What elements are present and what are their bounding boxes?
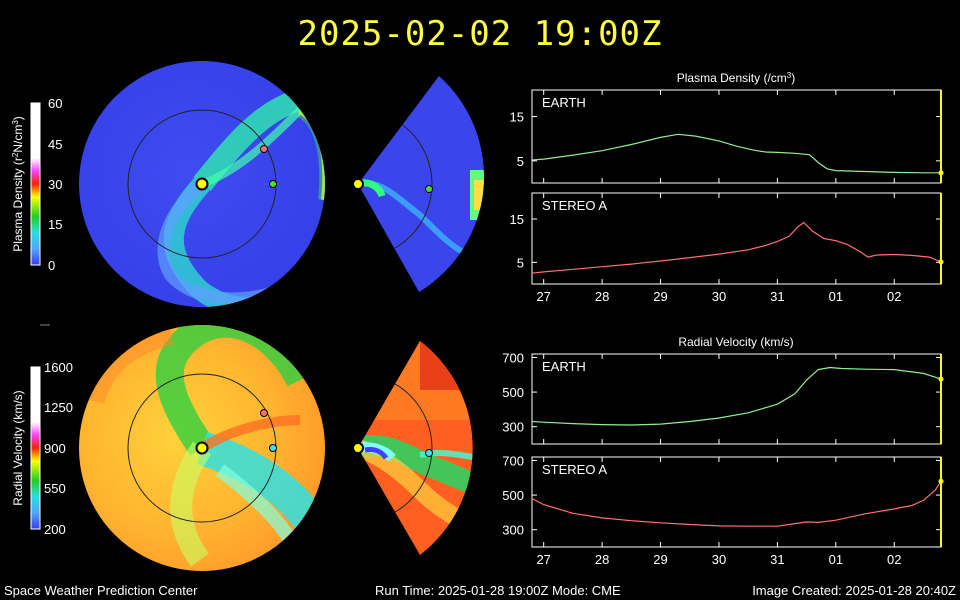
velocity-earth-series-line	[531, 366, 942, 426]
footer-image-created: Image Created: 2025-01-28 20:40Z	[752, 583, 956, 598]
sun-marker-side	[352, 442, 364, 454]
density-stereo-a-xtick-label: 27	[536, 289, 550, 304]
velocity-earth-ytick-label: 500	[502, 385, 524, 400]
density-stereo-a-xtick-label: 28	[595, 289, 609, 304]
velocity-tick-200: 200	[44, 522, 66, 537]
sun-marker	[195, 177, 209, 191]
velocity-stereo-a-ytick-label: 500	[502, 488, 524, 503]
density-earth-ytick-label: 15	[510, 110, 524, 125]
density-equatorial-map	[79, 61, 325, 307]
velocity-equatorial-map	[79, 325, 325, 571]
density-chart-title: Plasma Density (/cm3)	[677, 71, 795, 86]
density-stereo-a-xtick-label: 01	[829, 289, 843, 304]
earth-marker	[269, 444, 277, 452]
velocity-stereo-a-ytick-label: 300	[502, 523, 524, 538]
velocity-stereo-a-xtick-label: 27	[536, 552, 550, 567]
density-tick-15: 15	[48, 217, 62, 232]
velocity-colorbar: Radial Velocity (km/s) 1600 1250 900 550…	[11, 360, 73, 537]
velocity-earth-panel-frame	[531, 353, 942, 445]
wsa-enlil-figure: Plasma Density (r2N/cm3) 60 45 30 15 0 R…	[11, 61, 944, 571]
density-tick-45: 45	[48, 137, 62, 152]
forecast-timestamp: 2025-02-02 19:00Z	[297, 14, 663, 54]
velocity-tick-1250: 1250	[44, 400, 73, 415]
time-series-plots: 15 5 EARTH 15 5 STEREO A 27 28 29 30 31 01 02 700 500 3…	[502, 89, 944, 567]
velocity-earth-label: EARTH	[542, 359, 586, 374]
velocity-stereo-a-xtick-label: 28	[595, 552, 609, 567]
density-meridional-map	[352, 76, 484, 292]
density-tick-60: 60	[48, 96, 62, 111]
density-tick-30: 30	[48, 177, 62, 192]
density-stereo-a-xtick-label: 02	[887, 289, 901, 304]
density-colorbar-label: Plasma Density (r2N/cm3)	[11, 116, 26, 252]
footer-organization: Space Weather Prediction Center	[4, 583, 198, 598]
density-stereo-a-xtick-label: 29	[653, 289, 667, 304]
density-earth-panel-frame	[531, 89, 942, 184]
velocity-tick-1600: 1600	[44, 360, 73, 375]
density-stereo-a-series-line	[531, 221, 942, 274]
velocity-stereo-a-label: STEREO A	[542, 462, 607, 477]
earth-marker	[269, 180, 277, 188]
sun-marker-side	[352, 178, 364, 190]
velocity-stereo-a-xtick-label: 30	[712, 552, 726, 567]
velocity-tick-900: 900	[44, 441, 66, 456]
velocity-colorbar-label: Radial Velocity (km/s)	[11, 390, 25, 505]
velocity-earth-ytick-label: 300	[502, 420, 524, 435]
velocity-earth-ytick-label: 700	[502, 350, 524, 365]
density-stereo-a-ytick-label: 15	[510, 212, 524, 227]
density-stereo-a-xtick-label: 31	[770, 289, 784, 304]
stereo-a-marker	[260, 409, 268, 417]
velocity-stereo-a-ytick-label: 700	[502, 453, 524, 468]
density-earth-ytick-label: 5	[517, 154, 524, 169]
density-earth-label: EARTH	[542, 95, 586, 110]
density-tick-0: 0	[48, 258, 55, 273]
velocity-stereo-a-xtick-label: 29	[653, 552, 667, 567]
velocity-stereo-a-series-line	[531, 480, 942, 527]
stereo-a-marker	[260, 145, 268, 153]
density-stereo-a-ytick-label: 5	[517, 255, 524, 270]
velocity-stereo-a-xtick-label: 02	[887, 552, 901, 567]
density-colorbar: Plasma Density (r2N/cm3) 60 45 30 15 0	[11, 96, 63, 273]
velocity-tick-550: 550	[44, 481, 66, 496]
sun-marker	[195, 441, 209, 455]
velocity-stereo-a-xtick-label: 31	[770, 552, 784, 567]
density-stereo-a-xtick-label: 30	[712, 289, 726, 304]
earth-marker-side	[425, 185, 433, 193]
density-earth-series-line	[531, 133, 941, 174]
density-stereo-a-label: STEREO A	[542, 198, 607, 213]
footer-run-time: Run Time: 2025-01-28 19:00Z Mode: CME	[375, 583, 621, 598]
velocity-stereo-a-xtick-label: 01	[829, 552, 843, 567]
velocity-chart-title: Radial Velocity (km/s)	[678, 335, 793, 349]
earth-marker-side	[425, 449, 433, 457]
